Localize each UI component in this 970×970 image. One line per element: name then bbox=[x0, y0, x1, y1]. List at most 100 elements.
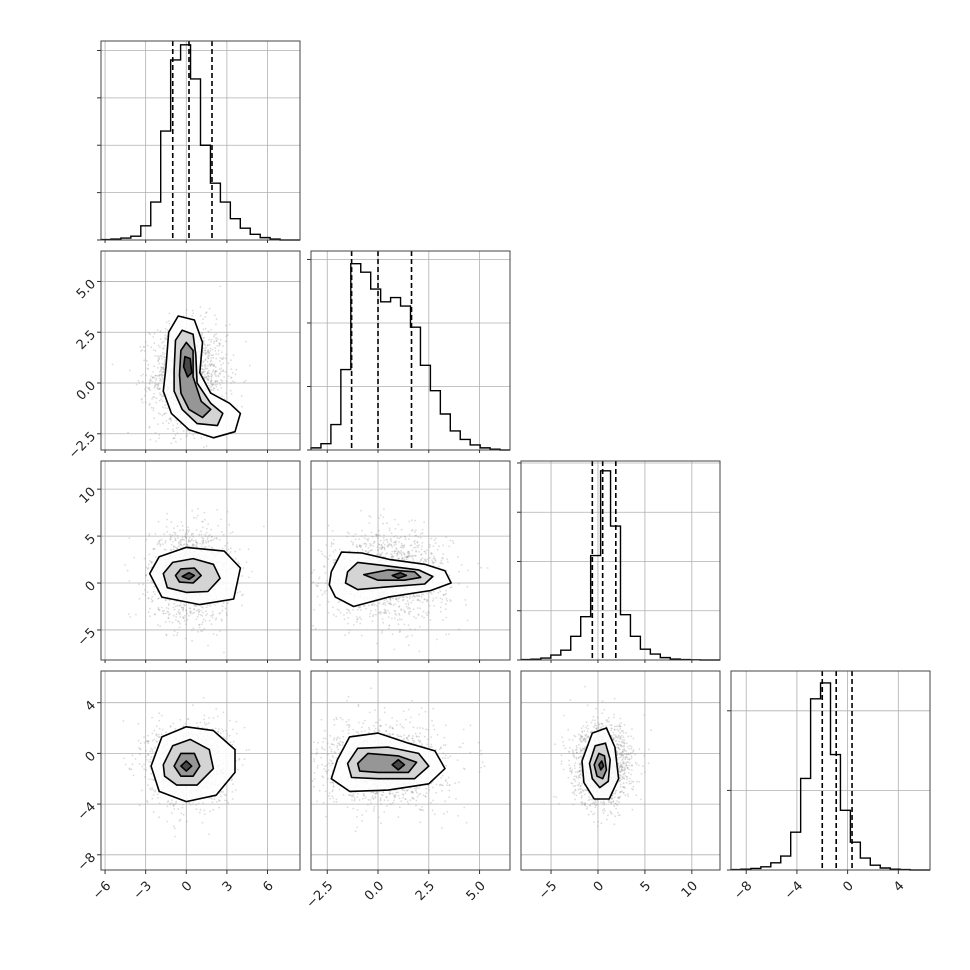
scatter-point bbox=[347, 622, 349, 625]
scatter-point bbox=[241, 575, 244, 577]
scatter-point bbox=[376, 546, 379, 549]
scatter-point bbox=[215, 375, 217, 378]
scatter-point bbox=[433, 590, 435, 593]
scatter-point bbox=[145, 566, 148, 569]
scatter-point bbox=[393, 535, 395, 538]
scatter-point bbox=[142, 583, 144, 586]
scatter-point bbox=[127, 613, 130, 615]
scatter-point bbox=[381, 629, 384, 632]
scatter-point bbox=[383, 508, 385, 511]
scatter-point bbox=[388, 527, 391, 530]
scatter-point bbox=[164, 338, 167, 341]
scatter-point bbox=[227, 548, 230, 551]
scatter-point bbox=[432, 545, 435, 547]
scatter-point bbox=[241, 405, 243, 408]
scatter-point bbox=[146, 367, 149, 370]
scatter-point bbox=[160, 606, 163, 609]
scatter-point bbox=[157, 606, 160, 609]
scatter-point bbox=[162, 394, 165, 397]
scatter-point bbox=[155, 401, 157, 404]
scatter-point bbox=[399, 536, 402, 539]
scatter-point bbox=[139, 346, 142, 348]
scatter-point bbox=[212, 633, 215, 635]
scatter-point bbox=[171, 812, 173, 814]
scatter-point bbox=[147, 611, 150, 614]
scatter-point bbox=[372, 602, 375, 604]
scatter-point bbox=[232, 740, 235, 743]
scatter-point bbox=[211, 610, 214, 613]
scatter-point bbox=[352, 543, 354, 546]
scatter-point bbox=[213, 363, 215, 366]
scatter-point bbox=[224, 370, 227, 373]
scatter-point bbox=[179, 438, 182, 440]
scatter-point bbox=[417, 613, 420, 616]
scatter-point bbox=[163, 533, 166, 536]
scatter-point bbox=[154, 381, 156, 384]
scatter-point bbox=[415, 549, 417, 552]
scatter-point bbox=[214, 374, 217, 376]
scatter-point bbox=[241, 604, 243, 607]
scatter-point bbox=[176, 422, 179, 425]
scatter-point bbox=[201, 322, 204, 325]
scatter-point bbox=[185, 609, 188, 612]
scatter-point bbox=[457, 582, 460, 585]
scatter-point bbox=[394, 610, 397, 612]
scatter-point bbox=[135, 613, 137, 616]
scatter-point bbox=[153, 384, 156, 387]
scatter-point bbox=[184, 533, 187, 536]
scatter-point bbox=[213, 537, 216, 540]
scatter-point bbox=[181, 536, 184, 539]
scatter-point bbox=[327, 558, 330, 560]
scatter-point bbox=[370, 549, 372, 552]
scatter-point bbox=[152, 590, 155, 593]
scatter-point bbox=[460, 564, 463, 566]
scatter-point bbox=[170, 548, 172, 551]
scatter-point bbox=[157, 423, 159, 425]
scatter-point bbox=[378, 543, 381, 546]
scatter-point bbox=[207, 357, 210, 359]
scatter-point bbox=[164, 621, 167, 623]
scatter-point bbox=[323, 592, 326, 595]
scatter-point bbox=[393, 550, 396, 553]
scatter-point bbox=[178, 626, 181, 629]
scatter-point bbox=[174, 537, 176, 540]
scatter-point bbox=[164, 598, 167, 601]
scatter-point bbox=[434, 557, 436, 560]
scatter-point bbox=[161, 400, 164, 403]
scatter-point bbox=[164, 401, 167, 403]
scatter-point bbox=[137, 722, 140, 725]
scatter-point bbox=[168, 418, 171, 421]
scatter-point bbox=[324, 582, 327, 585]
scatter-point bbox=[458, 628, 461, 631]
scatter-point bbox=[128, 369, 131, 372]
histogram-step bbox=[100, 44, 300, 241]
scatter-point bbox=[419, 536, 422, 539]
scatter-point bbox=[406, 555, 409, 558]
scatter-point bbox=[313, 609, 315, 611]
scatter-point bbox=[172, 606, 175, 609]
scatter-point bbox=[188, 607, 191, 610]
scatter-point bbox=[204, 376, 206, 378]
scatter-point bbox=[149, 750, 152, 752]
scatter-point bbox=[211, 371, 214, 373]
scatter-point bbox=[155, 556, 157, 558]
scatter-point bbox=[206, 538, 209, 541]
scatter-point bbox=[418, 595, 421, 598]
scatter-point bbox=[158, 346, 161, 348]
scatter-point bbox=[143, 350, 146, 352]
scatter-point bbox=[215, 340, 218, 342]
scatter-point bbox=[386, 522, 388, 525]
scatter-point bbox=[202, 360, 205, 363]
scatter-point bbox=[191, 639, 193, 642]
scatter-point bbox=[216, 537, 218, 540]
scatter-point bbox=[203, 336, 205, 339]
scatter-point bbox=[183, 539, 186, 541]
scatter-point bbox=[228, 734, 231, 737]
scatter-point bbox=[230, 359, 232, 362]
scatter-point bbox=[179, 540, 182, 542]
scatter-point bbox=[330, 545, 333, 547]
scatter-point bbox=[222, 711, 225, 714]
scatter-point bbox=[162, 422, 164, 425]
scatter-point bbox=[417, 535, 420, 538]
scatter-point bbox=[220, 387, 223, 389]
